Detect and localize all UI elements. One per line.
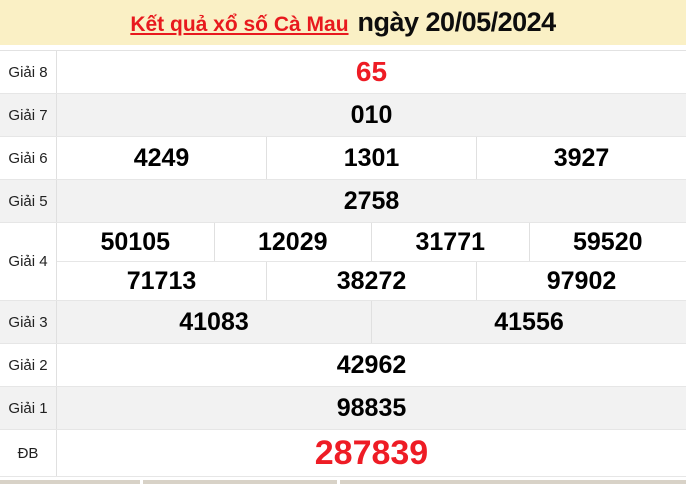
giai-4-line-1: 50105 12029 31771 59520	[57, 223, 686, 262]
winning-number-giai-5: 2758	[343, 186, 400, 215]
results-table: Giải 8 65 Giải 7 010 Giải 6 4249 1301 39…	[0, 50, 686, 477]
row-giai-7: Giải 7 010	[0, 94, 686, 137]
next-table-edge-segment	[0, 480, 140, 484]
winning-number-giai-4-1: 50105	[100, 227, 171, 256]
row-giai-3: Giải 3 41083 41556	[0, 301, 686, 344]
winning-number-giai-4-3: 31771	[371, 223, 529, 261]
row-giai-db: ĐB 287839	[0, 430, 686, 477]
page-header: Kết quả xổ số Cà Mau ngày 20/05/2024	[0, 0, 686, 45]
next-table-edge-gap	[337, 480, 340, 484]
winning-number-giai-4-7: 97902	[476, 262, 686, 300]
prize-label-giai-2: Giải 2	[0, 344, 57, 386]
title-date: ngày 20/05/2024	[357, 7, 557, 37]
winning-number-giai-6-1: 4249	[133, 143, 190, 172]
next-table-edge-segment	[340, 480, 686, 484]
row-giai-6: Giải 6 4249 1301 3927	[0, 137, 686, 180]
next-table-edge-segment	[143, 480, 337, 484]
title-link[interactable]: Kết quả xổ số Cà Mau	[130, 13, 349, 36]
prize-label-giai-1: Giải 1	[0, 387, 57, 429]
next-table-edge-gap	[140, 480, 143, 484]
winning-number-giai-6-3: 3927	[476, 137, 686, 179]
prize-label-giai-4: Giải 4	[0, 223, 57, 300]
winning-number-giai-4-5: 71713	[126, 266, 197, 295]
giai-4-line-2: 71713 38272 97902	[57, 262, 686, 300]
prize-label-giai-8: Giải 8	[0, 51, 57, 93]
prize-label-giai-5: Giải 5	[0, 180, 57, 222]
winning-number-giai-2: 42962	[336, 350, 407, 379]
winning-number-giai-7: 010	[350, 100, 393, 129]
prize-label-db: ĐB	[0, 430, 57, 476]
winning-number-giai-1: 98835	[336, 393, 407, 422]
row-giai-5: Giải 5 2758	[0, 180, 686, 223]
winning-number-giai-4-4: 59520	[528, 223, 686, 261]
prize-label-giai-6: Giải 6	[0, 137, 57, 179]
winning-number-giai-3-2: 41556	[371, 301, 686, 343]
prize-label-giai-7: Giải 7	[0, 94, 57, 136]
row-giai-2: Giải 2 42962	[0, 344, 686, 387]
winning-number-db: 287839	[314, 433, 429, 472]
next-table-edge	[0, 480, 686, 484]
winning-number-giai-8: 65	[355, 56, 388, 87]
winning-number-giai-4-6: 38272	[266, 262, 476, 300]
winning-number-giai-3-1: 41083	[179, 307, 249, 336]
row-giai-1: Giải 1 98835	[0, 387, 686, 430]
winning-number-giai-4-2: 12029	[213, 223, 372, 261]
prize-label-giai-3: Giải 3	[0, 301, 57, 343]
row-giai-8: Giải 8 65	[0, 51, 686, 94]
winning-number-giai-6-2: 1301	[266, 137, 476, 179]
row-giai-4: Giải 4 50105 12029 31771 59520 71713 382…	[0, 223, 686, 301]
